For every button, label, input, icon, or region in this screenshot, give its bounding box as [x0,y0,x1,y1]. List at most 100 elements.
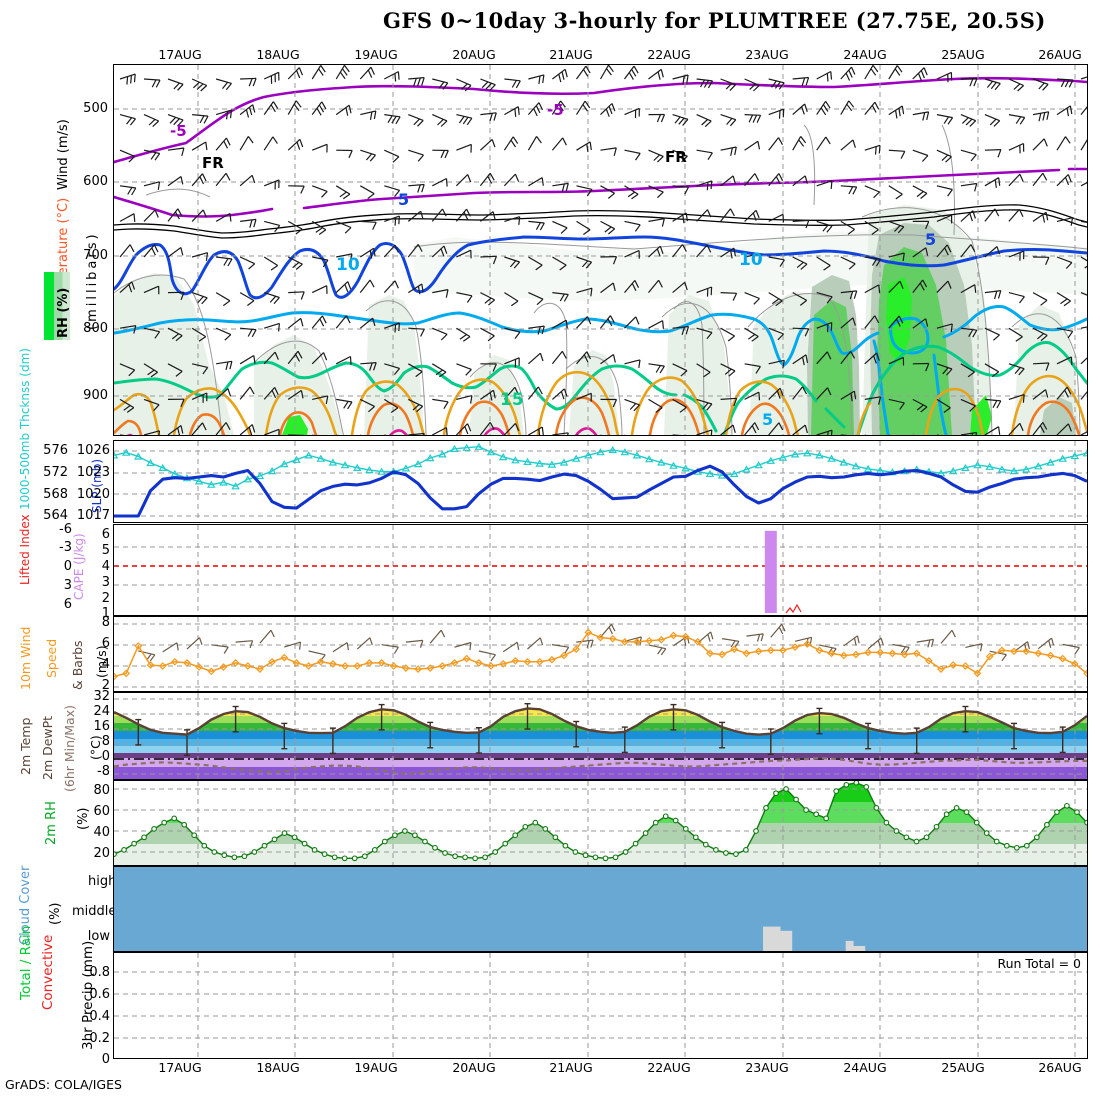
precip-gridlines-v [197,953,1076,1058]
li-y-tick: 0 [63,559,72,574]
date-axis-bottom: 17AUG 18AUG 19AUG 20AUG 21AUG 22AUG 23AU… [0,1060,1100,1078]
wind10m-y-tick: 6 [101,636,110,651]
wind-barbs-upper [119,65,1087,435]
date-label-bottom: 25AUG [941,1060,985,1075]
slp-y-tick: 1026 [76,443,110,458]
cape-gridlines-v [197,525,1076,615]
cloud-cover-panel[interactable] [113,866,1088,952]
li-y-tick: -6 [59,522,72,537]
upper-air-panel[interactable]: -5 -5 FR FR 5 5 10 10 15 5 [113,64,1088,436]
cloud-background [114,867,1087,951]
precip-legend-total: Total / Rain [18,925,34,1000]
upper-y-tick: 700 [83,248,108,263]
date-label-top: 26AUG [1038,47,1082,62]
rh2m-svg [114,781,1087,865]
contour-label: 10 [739,250,763,270]
precip-y-tick: 0.6 [89,987,110,1002]
contour-label: FR [665,148,687,166]
rh-mask [114,781,1087,859]
upper-y-tick: 500 [83,101,108,116]
upper-y-tick: 900 [83,388,108,403]
temp2m-panel[interactable] [113,692,1088,780]
contour-label: 15 [500,390,524,410]
rh2m-label: 2m RH [44,801,59,845]
rh2m-y-tick: 80 [93,783,110,798]
run-total-label: Run Total = 0 [997,956,1081,971]
upper-y-tick: 600 [83,174,108,189]
precip-svg [114,953,1087,1058]
temp2m-y-tick: -8 [97,764,110,779]
date-label-bottom: 26AUG [1038,1060,1082,1075]
date-label-top: 17AUG [158,47,202,62]
cape-y-tick: 1 [101,606,110,621]
date-label-bottom: 22AUG [647,1060,691,1075]
temperature-contour-orange [114,370,1087,435]
cape-y-tick: 5 [101,543,110,558]
precip-y-tick: 0.4 [89,1009,110,1024]
slp-thickness-svg [114,441,1087,522]
page-title: GFS 0~10day 3-hourly for PLUMTREE (27.75… [383,8,1046,33]
upper-y-tick: 800 [83,321,108,336]
temperature-contour-cyan10 [114,305,1087,435]
precip-y-tick: 0 [101,1052,110,1067]
temp2m-y-tick: 32 [93,689,110,704]
precip-y-tick: 0.2 [89,1031,110,1046]
date-label-bottom: 20AUG [452,1060,496,1075]
contour-label: 10 [336,255,360,275]
temperature-contour-green15 [114,341,1087,435]
wind10m-label-2: Speed [44,638,59,678]
date-axis-top: 17AUG 18AUG 19AUG 20AUG 21AUG 22AUG 23AU… [0,47,1100,65]
wind10m-speed-line [114,631,1087,678]
date-label-bottom: 24AUG [843,1060,887,1075]
thickness-y-tick: 568 [43,487,68,502]
temp2m-label-1: 2m Temp [18,717,33,775]
precip-gridlines-h [114,971,1087,1039]
wind10m-y-tick: 4 [101,657,110,672]
wind10m-panel[interactable] [113,616,1088,692]
cloud-blocks [763,926,866,951]
slp-y-tick: 1023 [76,465,110,480]
cloud-row-label-low: low [87,929,110,944]
date-label-bottom: 18AUG [256,1060,300,1075]
thickness-y-tick: 572 [43,465,68,480]
temp2m-label-2: 2m DewPt [40,715,55,780]
cape-y-tick: 4 [101,559,110,574]
rh2m-y-tick: 40 [93,825,110,840]
wind10m-y-tick: 2 [101,678,110,693]
temp2m-y-tick: 8 [101,734,110,749]
precip-panel[interactable]: Run Total = 0 [113,952,1088,1059]
date-label-top: 19AUG [354,47,398,62]
date-label-bottom: 19AUG [354,1060,398,1075]
cape-y-tick: 2 [101,591,110,606]
temp2m-svg [114,693,1087,779]
date-label-bottom: 17AUG [158,1060,202,1075]
li-y-tick: 3 [63,578,72,593]
contour-label: FR [202,154,224,172]
cape-bar [764,530,777,613]
rh2m-panel[interactable] [113,780,1088,866]
thickness-line [114,445,1087,487]
slp-line [114,464,1087,518]
grads-credit: GrADS: COLA/IGES [5,1077,122,1092]
temp2m-y-tick: 0 [101,749,110,764]
rh2m-y-tick: 20 [93,846,110,861]
precip-legend-convective: Convective [40,934,56,1010]
li-y-tick: -3 [59,540,72,555]
thickness-y-tick: 564 [43,508,68,523]
wind10m-barbs [138,623,1087,662]
date-label-top: 23AUG [745,47,789,62]
slp-thickness-panel[interactable] [113,440,1088,523]
cape-y-tick: 3 [101,575,110,590]
contour-label: 5 [762,410,774,429]
date-label-top: 22AUG [647,47,691,62]
dewpoint-line [114,756,1087,776]
upper-y-axis-label: (millibars) [85,231,100,330]
wind10m-svg [114,617,1087,691]
cape-lifted-index-panel[interactable] [113,524,1088,616]
rh-markers [114,781,1087,862]
date-label-top: 18AUG [256,47,300,62]
temp2m-y-tick: 24 [93,704,110,719]
rh2m-y-tick: 60 [93,804,110,819]
upper-air-svg [114,65,1087,435]
cape-y-tick: 6 [101,527,110,542]
